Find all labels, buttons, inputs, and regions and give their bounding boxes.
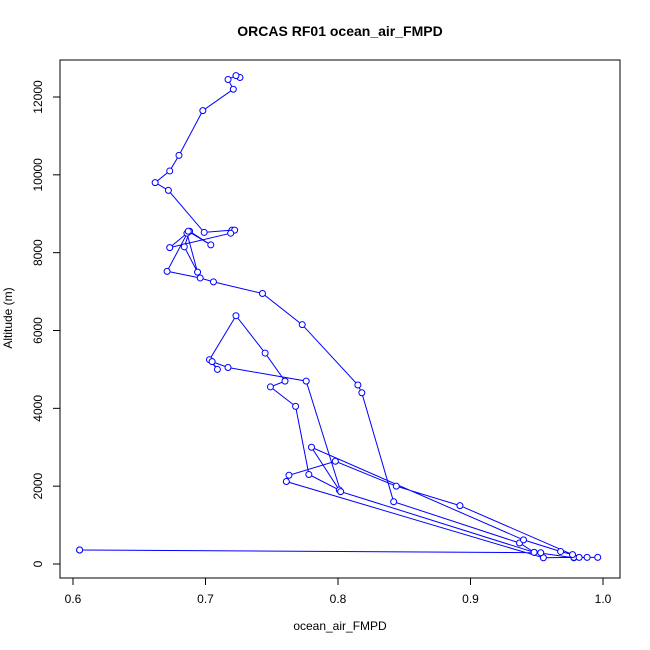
data-point — [354, 381, 362, 389]
x-tick-label: 0.9 — [462, 592, 479, 606]
data-point — [224, 363, 232, 371]
data-point — [209, 278, 217, 286]
data-point — [308, 443, 315, 451]
y-tick-label: 0 — [31, 560, 45, 567]
data-point — [285, 471, 293, 479]
data-point — [281, 377, 289, 385]
data-point — [266, 383, 274, 391]
data-point — [305, 470, 313, 478]
data-point — [213, 365, 221, 373]
data-point — [232, 72, 240, 80]
y-tick-label: 4000 — [31, 395, 45, 422]
data-point — [229, 85, 237, 93]
data-point — [164, 186, 172, 194]
data-point — [537, 549, 545, 557]
y-tick-label: 2000 — [31, 472, 45, 499]
data-point — [196, 274, 204, 282]
x-axis: 0.6 0.7 0.8 0.9 1.0 — [65, 577, 612, 606]
data-point — [569, 551, 577, 559]
y-axis: 0 2000 4000 6000 8000 10000 12000 — [31, 80, 61, 567]
y-axis-label: Altitude (m) — [1, 287, 15, 348]
x-tick-label: 0.7 — [197, 592, 214, 606]
data-point — [390, 498, 398, 506]
data-point — [261, 349, 269, 357]
data-point — [575, 553, 583, 561]
data-point — [456, 502, 464, 510]
data-point — [151, 179, 159, 187]
data-point — [392, 482, 400, 490]
data-point — [166, 244, 174, 252]
data-point — [180, 243, 188, 251]
data-point — [583, 553, 591, 561]
x-tick-label: 0.6 — [65, 592, 82, 606]
data-point — [302, 377, 310, 385]
data-point — [207, 241, 215, 249]
y-tick-label: 8000 — [31, 239, 45, 266]
series-layer — [76, 72, 602, 562]
data-point — [358, 389, 366, 397]
y-tick-label: 6000 — [31, 317, 45, 344]
data-point — [199, 107, 207, 115]
data-point — [232, 312, 240, 320]
data-point — [292, 402, 300, 410]
x-tick-label: 0.8 — [330, 592, 347, 606]
data-point — [298, 321, 306, 329]
data-point — [282, 477, 290, 485]
data-point — [200, 228, 208, 236]
data-point — [184, 227, 192, 235]
data-point — [194, 268, 202, 276]
data-point — [227, 229, 235, 237]
data-point — [520, 536, 527, 544]
data-point — [530, 548, 538, 556]
y-tick-label: 12000 — [31, 80, 45, 114]
data-point — [175, 151, 183, 159]
data-point — [337, 488, 345, 496]
y-tick-label: 10000 — [31, 158, 45, 192]
x-axis-label: ocean_air_FMPD — [293, 619, 387, 633]
data-point — [163, 267, 171, 275]
data-point — [76, 546, 84, 554]
chart-title: ORCAS RF01 ocean_air_FMPD — [237, 23, 442, 39]
data-point — [166, 167, 174, 175]
data-point — [258, 290, 266, 298]
data-point — [557, 548, 565, 556]
data-point — [224, 75, 232, 83]
x-tick-label: 1.0 — [595, 592, 612, 606]
data-point — [208, 358, 216, 366]
data-point — [331, 457, 339, 465]
data-point — [594, 553, 602, 561]
